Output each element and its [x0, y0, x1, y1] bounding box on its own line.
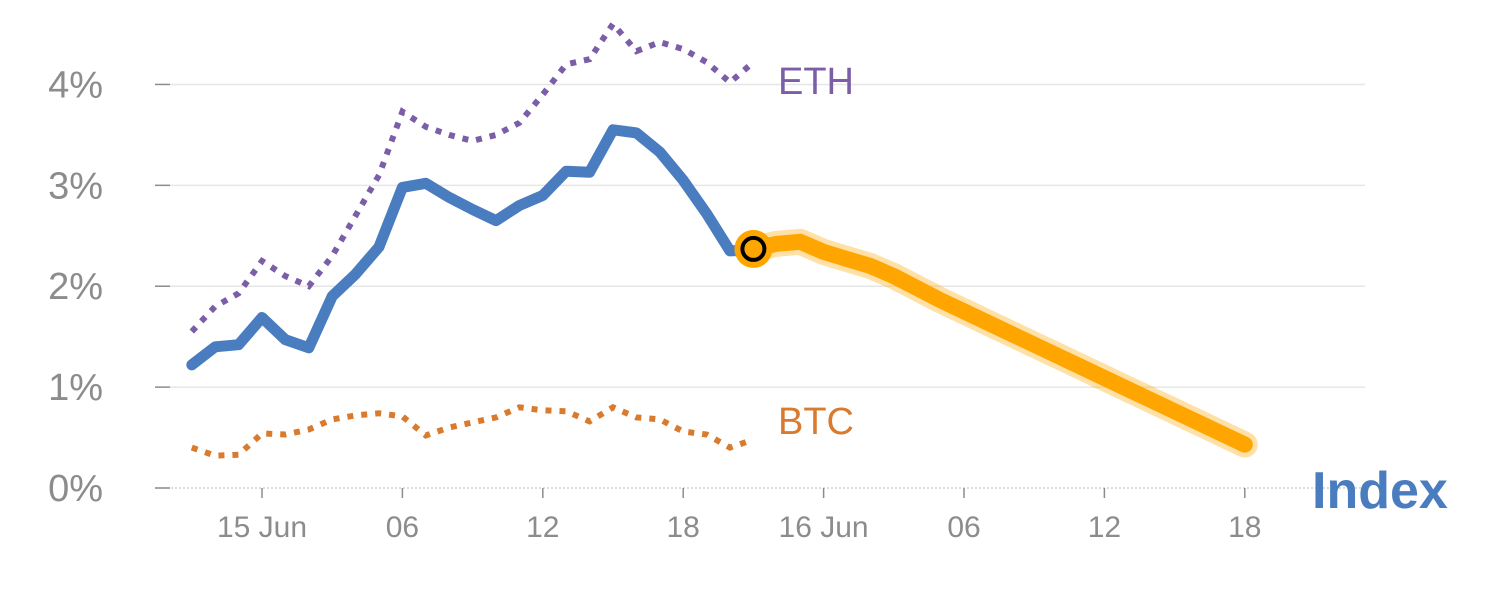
- y-tick-label: 0%: [48, 468, 103, 510]
- btc-line: [190, 403, 755, 459]
- eth-label: ETH: [778, 61, 854, 103]
- current-point-marker-group: [734, 229, 773, 268]
- index-line: [186, 124, 759, 371]
- grid-lines: [155, 83, 1365, 489]
- btc-label: BTC: [778, 401, 854, 443]
- x-tick-label: 12: [1088, 511, 1121, 544]
- marker-dot: [740, 235, 767, 262]
- x-tick-label: 18: [1228, 511, 1261, 544]
- y-tick-label: 4%: [48, 64, 103, 106]
- eth-line: [189, 18, 756, 334]
- x-tick-label: 18: [667, 511, 700, 544]
- y-tick-label: 3%: [48, 165, 103, 207]
- series-labels: ETH BTC Index: [778, 61, 1448, 520]
- x-axis: 15 Jun 06 12 18 16 Jun 06 12 18: [217, 488, 1261, 544]
- x-tick-label: 06: [386, 511, 419, 544]
- index-label: Index: [1312, 462, 1448, 520]
- y-tick-label: 1%: [48, 367, 103, 409]
- index-forecast-line: [745, 233, 1253, 453]
- y-tick-label: 2%: [48, 266, 103, 308]
- x-tick-label: 12: [526, 511, 559, 544]
- y-axis: 0% 1% 2% 3% 4%: [48, 64, 170, 510]
- x-tick-label: 16 Jun: [779, 511, 869, 544]
- x-tick-label: 06: [947, 511, 980, 544]
- series-group: [186, 18, 1258, 459]
- x-tick-label: 15 Jun: [217, 511, 307, 544]
